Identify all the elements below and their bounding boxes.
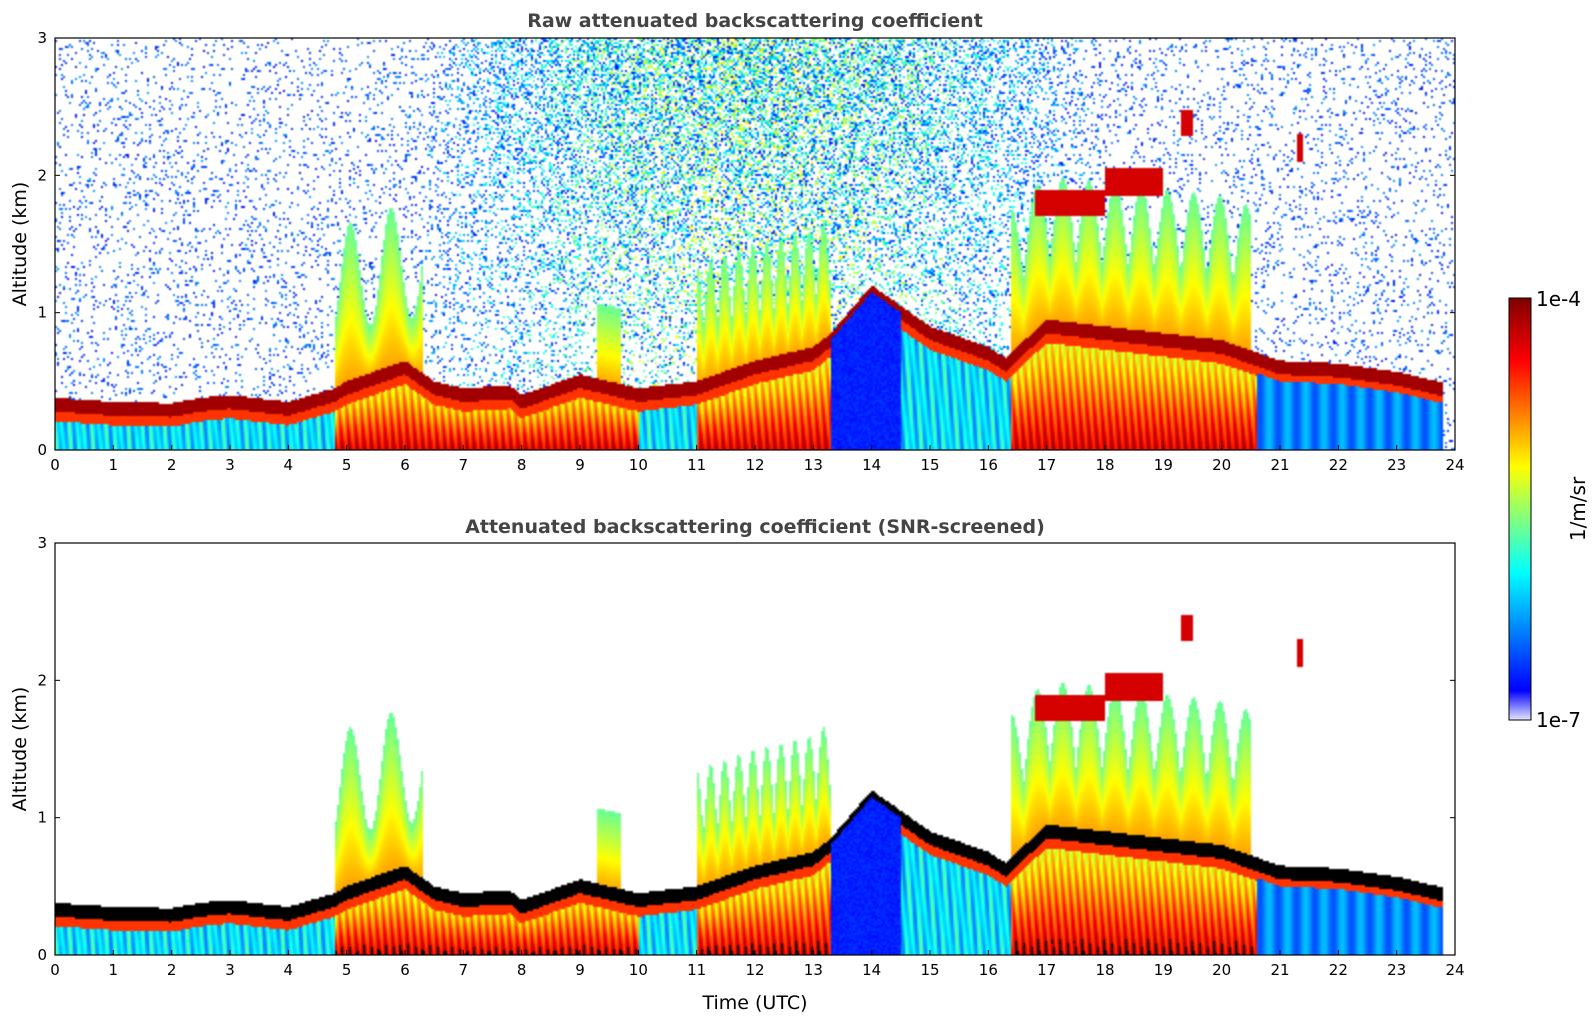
x-tick-label: 2 <box>167 961 177 979</box>
x-tick-label: 24 <box>1445 456 1464 474</box>
x-tick-label: 14 <box>862 456 881 474</box>
top-panel-ylabel: Altitude (km) <box>9 182 31 307</box>
x-tick-label: 23 <box>1387 961 1406 979</box>
x-tick-label: 7 <box>459 961 469 979</box>
x-tick-label: 18 <box>1095 456 1114 474</box>
bottom-panel-ylabel: Altitude (km) <box>9 687 31 812</box>
x-tick-label: 10 <box>629 456 648 474</box>
colorbar-unit-label: 1/m/sr <box>1566 476 1590 541</box>
y-tick-label: 2 <box>37 671 47 689</box>
x-tick-label: 15 <box>920 961 939 979</box>
x-tick-label: 21 <box>1270 961 1289 979</box>
y-tick-label: 0 <box>37 946 47 964</box>
x-tick-label: 1 <box>109 456 119 474</box>
x-tick-label: 3 <box>225 456 235 474</box>
x-tick-label: 23 <box>1387 456 1406 474</box>
bottom-panel-title: Attenuated backscattering coefficient (S… <box>465 516 1045 538</box>
colorbar-max-label: 1e-4 <box>1536 287 1581 311</box>
x-tick-label: 19 <box>1154 456 1173 474</box>
top-panel-title: Raw attenuated backscattering coefficien… <box>527 10 983 32</box>
bottom-panel-xlabel: Time (UTC) <box>701 992 807 1014</box>
y-tick-label: 1 <box>37 809 47 827</box>
x-tick-label: 10 <box>629 961 648 979</box>
bottom-panel-plot <box>55 543 1455 955</box>
x-tick-label: 11 <box>687 456 706 474</box>
x-tick-label: 12 <box>745 456 764 474</box>
x-tick-label: 0 <box>50 961 60 979</box>
top-panel-plot <box>55 38 1455 450</box>
y-tick-label: 2 <box>37 166 47 184</box>
x-tick-label: 12 <box>745 961 764 979</box>
x-tick-label: 1 <box>109 961 119 979</box>
y-tick-label: 3 <box>37 29 47 47</box>
x-tick-label: 4 <box>284 456 294 474</box>
x-tick-label: 18 <box>1095 961 1114 979</box>
x-tick-label: 5 <box>342 961 352 979</box>
x-tick-label: 13 <box>804 961 823 979</box>
x-tick-label: 11 <box>687 961 706 979</box>
top-panel-heatmap <box>55 38 1455 450</box>
bottom-panel-heatmap <box>55 543 1455 955</box>
x-tick-label: 17 <box>1037 456 1056 474</box>
x-tick-label: 9 <box>575 456 585 474</box>
colorbar-min-label: 1e-7 <box>1536 708 1581 732</box>
x-tick-label: 0 <box>50 456 60 474</box>
x-tick-label: 8 <box>517 961 527 979</box>
x-tick-label: 15 <box>920 456 939 474</box>
x-tick-label: 6 <box>400 456 410 474</box>
x-tick-label: 9 <box>575 961 585 979</box>
x-tick-label: 4 <box>284 961 294 979</box>
x-tick-label: 6 <box>400 961 410 979</box>
x-tick-label: 8 <box>517 456 527 474</box>
x-tick-label: 20 <box>1212 961 1231 979</box>
y-tick-label: 1 <box>37 304 47 322</box>
x-tick-label: 21 <box>1270 456 1289 474</box>
x-tick-label: 5 <box>342 456 352 474</box>
x-tick-label: 22 <box>1329 456 1348 474</box>
x-tick-label: 16 <box>979 961 998 979</box>
x-tick-label: 7 <box>459 456 469 474</box>
y-tick-label: 0 <box>37 441 47 459</box>
colorbar <box>1508 297 1532 721</box>
x-tick-label: 17 <box>1037 961 1056 979</box>
x-tick-label: 3 <box>225 961 235 979</box>
x-tick-label: 24 <box>1445 961 1464 979</box>
x-tick-label: 14 <box>862 961 881 979</box>
x-tick-label: 22 <box>1329 961 1348 979</box>
x-tick-label: 2 <box>167 456 177 474</box>
y-tick-label: 3 <box>37 534 47 552</box>
x-tick-label: 13 <box>804 456 823 474</box>
x-tick-label: 19 <box>1154 961 1173 979</box>
x-tick-label: 16 <box>979 456 998 474</box>
x-tick-label: 20 <box>1212 456 1231 474</box>
